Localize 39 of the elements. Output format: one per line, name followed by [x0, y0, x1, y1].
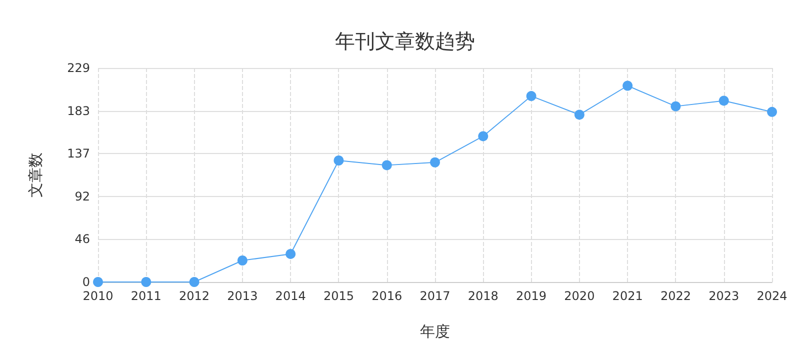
point	[622, 80, 633, 91]
x-tick-label: 2023	[708, 289, 740, 303]
x-tick-label: 2021	[612, 289, 643, 303]
point	[767, 106, 777, 117]
y-tick-label: 229	[67, 61, 90, 75]
x-tick-label: 2011	[130, 289, 162, 303]
x-tick-label: 2016	[372, 289, 402, 303]
x-tick-label: 2010	[82, 289, 114, 303]
point	[189, 277, 200, 287]
x-tick-label: 2022	[660, 289, 691, 303]
point	[237, 256, 248, 266]
point	[526, 91, 536, 102]
x-tick-label: 2017	[420, 289, 450, 303]
x-tick-label: 2014	[275, 289, 306, 303]
point	[670, 101, 681, 112]
point	[574, 110, 584, 120]
x-axis-title: 年度	[420, 322, 450, 340]
x-tick-label: 2015	[323, 289, 354, 303]
y-tick-label: 137	[67, 146, 90, 161]
point	[141, 277, 152, 287]
x-tick-label: 2020	[564, 289, 595, 303]
point	[718, 96, 729, 106]
x-tick-label: 2013	[227, 289, 258, 303]
point	[286, 248, 296, 259]
y-tick-label: 0	[82, 275, 90, 289]
point	[478, 131, 488, 142]
point	[93, 277, 103, 287]
y-tick-label: 46	[74, 232, 90, 246]
chart-title: 年刊文章数趋势	[335, 29, 475, 53]
x-tick-label: 2024	[756, 289, 788, 303]
y-tick-label: 183	[67, 104, 90, 118]
y-tick-label: 92	[74, 189, 90, 204]
point	[334, 156, 344, 166]
x-tick-label: 2012	[179, 289, 210, 303]
point	[430, 157, 440, 168]
x-tick-label: 2018	[468, 289, 498, 303]
x-tick-label: 2019	[516, 289, 547, 303]
y-axis-title: 文章数	[26, 152, 44, 198]
point	[382, 160, 392, 170]
